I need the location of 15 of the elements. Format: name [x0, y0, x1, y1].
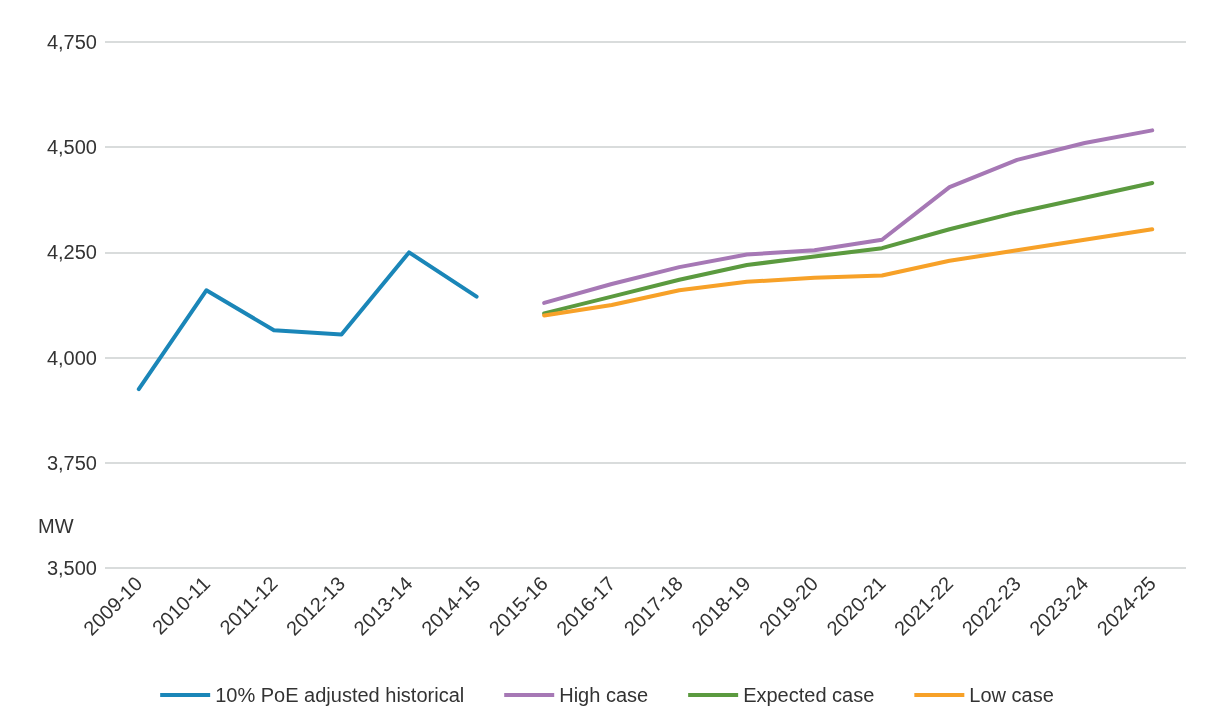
y-tick-label: 3,750	[46, 451, 97, 474]
y-tick-label: 4,000	[46, 346, 97, 369]
y-axis-title: MW	[38, 515, 74, 537]
y-tick-label: 3,500	[46, 557, 97, 579]
line-series	[542, 180, 1155, 316]
line-series	[542, 128, 1155, 305]
legend-label: High case	[559, 684, 649, 706]
y-tick-label: 4,250	[46, 241, 97, 264]
y-tick-label: 4,750	[46, 31, 97, 53]
line-series	[542, 227, 1155, 318]
line-series	[136, 250, 479, 392]
legend-label: Expected case	[743, 684, 875, 706]
y-tick-label: 4,500	[46, 136, 97, 159]
legend-label: Low case	[969, 684, 1054, 706]
legend-label: 10% PoE adjusted historical	[215, 684, 465, 706]
